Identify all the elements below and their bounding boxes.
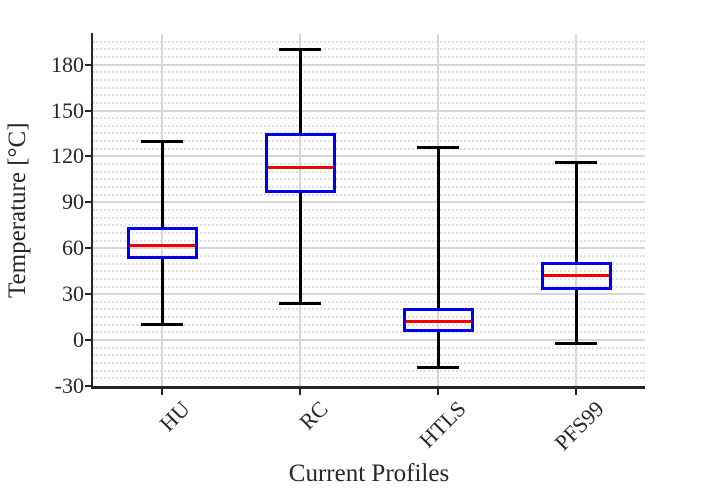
box-iqr: [402, 307, 474, 333]
minor-gridline: [93, 178, 645, 181]
median-line: [543, 274, 609, 278]
x-tick: [161, 389, 163, 395]
major-gridline: [93, 339, 645, 342]
minor-gridline: [93, 132, 645, 135]
y-tick: [85, 201, 91, 204]
major-gridline: [93, 247, 645, 250]
minor-gridline: [93, 71, 645, 74]
y-axis-spine: [91, 33, 93, 389]
whisker-cap-top: [417, 145, 459, 149]
minor-gridline: [93, 377, 645, 380]
y-tick-label: 0: [73, 327, 84, 353]
minor-gridline: [93, 285, 645, 288]
major-gridline: [93, 201, 645, 204]
minor-gridline: [93, 78, 645, 81]
minor-gridline: [93, 224, 645, 227]
median-line: [129, 243, 195, 247]
minor-gridline: [93, 277, 645, 280]
minor-gridline: [93, 308, 645, 311]
whisker-cap-bottom: [555, 341, 597, 345]
y-tick: [85, 247, 91, 250]
whisker-line-upper: [436, 147, 440, 308]
whisker-line-lower: [436, 332, 440, 368]
major-gridline: [93, 109, 645, 112]
whisker-cap-bottom: [141, 323, 183, 327]
minor-gridline: [93, 331, 645, 334]
minor-gridline: [93, 48, 645, 51]
major-gridline: [93, 63, 645, 66]
x-tick: [299, 389, 301, 395]
minor-gridline: [93, 354, 645, 357]
minor-gridline: [93, 316, 645, 319]
minor-gridline: [93, 101, 645, 104]
minor-gridline: [93, 140, 645, 143]
x-tick: [437, 389, 439, 395]
major-gridline: [93, 293, 645, 296]
median-line: [405, 320, 471, 324]
y-tick: [85, 339, 91, 342]
minor-gridline: [93, 94, 645, 97]
minor-gridline: [93, 147, 645, 150]
whisker-line-upper: [574, 162, 578, 263]
minor-gridline: [93, 362, 645, 365]
whisker-line-upper: [160, 141, 164, 227]
x-axis-spine: [91, 386, 645, 389]
minor-gridline: [93, 209, 645, 211]
whisker-line-upper: [298, 49, 302, 134]
whisker-cap-bottom: [279, 301, 321, 305]
minor-gridline: [93, 216, 645, 219]
x-axis-title: Current Profiles: [288, 460, 450, 487]
box-iqr: [264, 133, 336, 194]
minor-gridline: [93, 369, 645, 372]
minor-gridline: [93, 231, 645, 234]
minor-gridline: [93, 40, 645, 43]
median-line: [267, 165, 333, 169]
y-tick: [85, 63, 91, 66]
minor-gridline: [93, 186, 645, 189]
minor-gridline: [93, 270, 645, 273]
minor-gridline: [93, 254, 645, 257]
y-tick: [85, 293, 91, 296]
box-iqr: [540, 262, 612, 290]
whisker-cap-bottom: [417, 366, 459, 370]
minor-gridline: [93, 262, 645, 265]
y-tick-label: 90: [62, 189, 84, 215]
y-tick-label: -30: [54, 373, 84, 398]
x-tick: [575, 389, 577, 395]
minor-gridline: [93, 300, 645, 303]
whisker-line-lower: [574, 289, 578, 344]
minor-gridline: [93, 86, 645, 89]
minor-gridline: [93, 323, 645, 326]
minor-gridline: [93, 55, 645, 58]
minor-gridline: [93, 239, 645, 242]
y-tick-label: 30: [62, 281, 84, 307]
y-tick: [85, 155, 91, 158]
major-gridline: [93, 155, 645, 158]
minor-gridline: [93, 193, 645, 196]
whisker-line-lower: [160, 258, 164, 325]
minor-gridline: [93, 163, 645, 166]
y-tick-label: 150: [51, 97, 84, 123]
minor-gridline: [93, 124, 645, 127]
minor-gridline: [93, 346, 645, 349]
y-tick-label: 120: [51, 143, 84, 169]
whisker-cap-top: [555, 161, 597, 165]
whisker-line-lower: [298, 193, 302, 304]
y-tick: [85, 109, 91, 112]
whisker-cap-top: [141, 139, 183, 143]
y-tick: [85, 385, 91, 387]
whisker-cap-top: [279, 47, 321, 51]
minor-gridline: [93, 117, 645, 120]
y-tick-label: 180: [51, 51, 84, 77]
y-tick-label: 60: [62, 235, 84, 261]
box-iqr: [126, 226, 198, 259]
minor-gridline: [93, 170, 645, 173]
